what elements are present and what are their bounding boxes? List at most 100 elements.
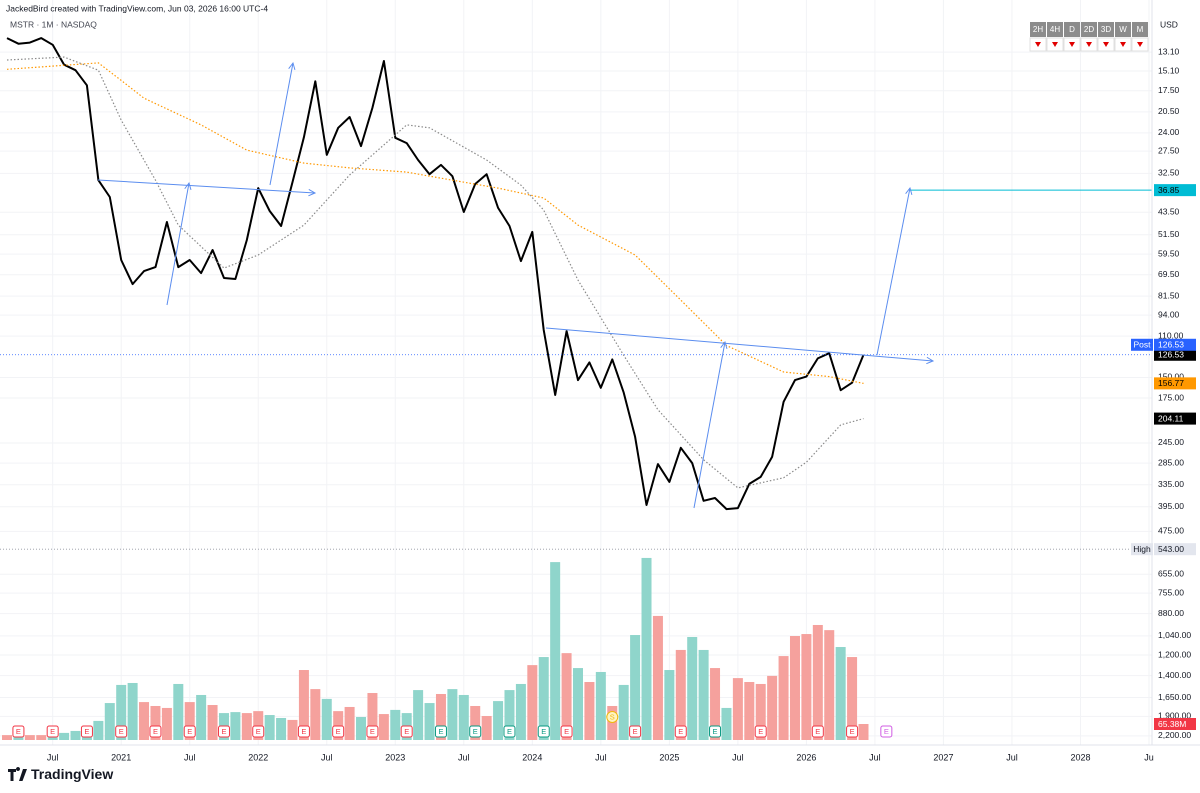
price-line — [6, 37, 865, 511]
volume-bar — [276, 717, 287, 740]
event-icon — [560, 725, 573, 738]
timeframe-arrow — [1137, 42, 1143, 47]
volume-bar — [767, 675, 778, 740]
y-tick-label: 475.00 — [1158, 526, 1184, 536]
event-icon — [80, 725, 93, 738]
volume-bar — [687, 636, 698, 740]
event-label: E — [221, 727, 226, 736]
x-tick-label: 2028 — [1070, 752, 1090, 762]
timeframe-arrow — [1069, 42, 1075, 47]
brand: TradingView — [31, 766, 113, 782]
timeframe-button — [1047, 22, 1063, 37]
volume-bar — [184, 702, 195, 740]
ma-label: 204.11 — [1158, 413, 1184, 423]
x-tick-label: Jul — [47, 752, 59, 762]
y-tick-label: 24.00 — [1158, 127, 1180, 137]
timeframe-button — [1030, 22, 1046, 37]
event-label: E — [473, 727, 478, 736]
volume-bar — [127, 682, 138, 740]
x-tick-label: 2021 — [111, 752, 131, 762]
x-tick-label: Jul — [321, 752, 333, 762]
x-tick-label: 2023 — [385, 752, 405, 762]
volume-bar — [24, 735, 35, 740]
event-label: E — [541, 727, 546, 736]
y-tick-label: 43.50 — [1158, 207, 1180, 217]
volume-bar — [698, 649, 709, 740]
volume-bar — [116, 684, 127, 740]
volume-bar — [390, 709, 401, 740]
volume-bar — [413, 690, 424, 740]
timeframe-arrow — [1120, 42, 1126, 47]
volume-bar — [858, 724, 869, 740]
volume-bar — [847, 657, 858, 740]
event-label: E — [758, 727, 763, 736]
y-tick-label: 335.00 — [1158, 479, 1184, 489]
volume-label-box — [1154, 718, 1196, 730]
logo-icon — [8, 767, 27, 781]
x-tick-label: 2027 — [933, 752, 953, 762]
post-price-label: 126.53 — [1158, 340, 1184, 350]
volume-bar — [493, 701, 504, 740]
volume-bar — [356, 716, 367, 740]
event-label: E — [713, 727, 718, 736]
y-tick-label: 13.10 — [1158, 46, 1180, 56]
timeframe-arrow — [1035, 42, 1041, 47]
trend-arrow — [166, 183, 189, 306]
trend-line — [97, 179, 315, 193]
event-label: E — [16, 727, 21, 736]
volume-bar — [298, 670, 309, 740]
volume-bar — [618, 684, 629, 740]
x-tick-label: 2026 — [796, 752, 816, 762]
y-tick-label: 1,400.00 — [1158, 670, 1191, 680]
volume-bar — [264, 715, 275, 740]
axis: 13.10 15.10 17.50 20.50 24.00 27.50 32.50 43.50… — [47, 46, 1196, 762]
trend-arrow — [693, 342, 725, 509]
event-label: E — [84, 727, 89, 736]
volume-bar — [664, 670, 675, 740]
event-label: E — [438, 727, 443, 736]
volume-bar — [744, 682, 755, 740]
event-label: E — [850, 727, 855, 736]
timeframe-button — [1064, 22, 1080, 37]
event-label: E — [119, 727, 124, 736]
drawings — [97, 63, 933, 509]
volume-bar — [310, 689, 321, 740]
target-label: 36.85 — [1158, 185, 1180, 195]
volume-bar — [527, 665, 538, 740]
high-label-box — [1154, 543, 1196, 556]
x-tick-label: Jul — [458, 752, 470, 762]
y-tick-label: 20.50 — [1158, 106, 1180, 116]
y-tick-label: 1,200.00 — [1158, 649, 1191, 659]
ma-label-box — [1154, 377, 1196, 390]
y-tick-label: 51.50 — [1158, 229, 1180, 239]
volume-label: 65.38M — [1158, 719, 1186, 729]
timeframe-label: 2H — [1033, 25, 1043, 34]
event-label: E — [815, 727, 820, 736]
volume-bar — [824, 630, 835, 740]
event-label: E — [507, 727, 512, 736]
grid — [0, 0, 1152, 745]
volume-bar — [435, 693, 446, 740]
volume-bar — [36, 735, 47, 740]
volume-bar — [378, 714, 389, 740]
volume-bar — [424, 703, 435, 740]
x-tick-label: Jul — [184, 752, 196, 762]
volume-bar — [207, 705, 218, 740]
volume-bar — [595, 671, 606, 740]
trend-arrow — [269, 63, 293, 186]
timeframe-button — [1132, 22, 1148, 37]
volume-bar — [367, 693, 378, 740]
volume-bar — [13, 735, 24, 740]
volume-bar — [287, 719, 298, 740]
header: JackedBird created with TradingView.com,… — [6, 3, 268, 13]
volume-bar — [161, 707, 172, 740]
y-tick-label: 395.00 — [1158, 501, 1184, 511]
trend-arrow — [876, 188, 910, 356]
volume-bar — [173, 683, 184, 740]
event-label: E — [633, 727, 638, 736]
currency: USD — [1160, 19, 1178, 29]
volume-bar — [59, 732, 70, 740]
event-label: E — [370, 727, 375, 736]
volume-bar — [344, 706, 355, 740]
